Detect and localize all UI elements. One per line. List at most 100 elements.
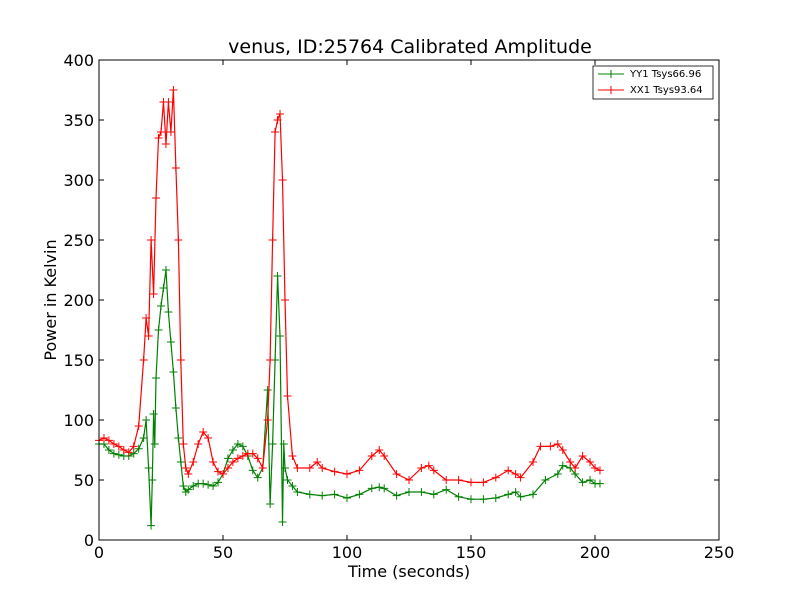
- data-point: [157, 128, 165, 136]
- data-point: [278, 176, 287, 184]
- data-point: [152, 374, 161, 382]
- data-point: [233, 440, 242, 448]
- data-point: [104, 446, 113, 454]
- plot-area: [95, 86, 604, 530]
- data-point: [104, 436, 113, 445]
- data-point: [586, 476, 595, 484]
- data-point: [176, 356, 185, 364]
- data-point: [149, 410, 158, 418]
- data-point: [271, 128, 280, 136]
- data-point: [283, 476, 292, 484]
- data-point: [511, 488, 520, 496]
- data-point: [109, 449, 118, 458]
- data-point: [375, 446, 384, 454]
- data-point: [355, 466, 364, 475]
- data-point: [281, 464, 289, 472]
- data-point: [491, 494, 500, 502]
- data-point: [166, 128, 175, 136]
- series-1: [95, 86, 604, 487]
- data-point: [454, 476, 463, 484]
- data-point: [405, 476, 413, 484]
- data-point: [595, 466, 604, 475]
- data-point: [405, 488, 413, 496]
- data-point: [467, 495, 475, 504]
- y-tick-label: 50: [74, 471, 94, 490]
- data-point: [114, 442, 123, 451]
- x-tick-label: 100: [332, 543, 363, 562]
- data-point: [367, 484, 376, 493]
- data-point: [276, 110, 285, 118]
- data-point: [566, 458, 575, 466]
- data-point: [199, 479, 208, 488]
- data-point: [417, 464, 426, 472]
- axes: 0 50 100 150 200 250 0 50 100 150 200 250 300 350 400: [63, 51, 734, 562]
- data-point: [181, 464, 190, 472]
- data-point: [467, 478, 475, 487]
- legend-label-yy1: YY1 Tsys66.96: [629, 69, 701, 80]
- data-point: [134, 444, 143, 453]
- data-point: [541, 476, 550, 484]
- data-point: [228, 446, 237, 454]
- data-point: [380, 484, 389, 493]
- data-point: [266, 356, 275, 364]
- data-point: [179, 482, 188, 490]
- data-point: [479, 478, 488, 487]
- data-point: [268, 440, 277, 448]
- data-point: [491, 473, 500, 482]
- data-point: [313, 458, 322, 466]
- data-point: [546, 442, 555, 451]
- data-point: [148, 476, 157, 484]
- data-point: [305, 490, 314, 499]
- data-point: [258, 464, 267, 472]
- y-tick-label: 100: [63, 411, 94, 430]
- data-point: [516, 492, 525, 501]
- data-point: [238, 442, 247, 451]
- data-point: [139, 434, 148, 442]
- data-point: [442, 476, 451, 484]
- x-tick-label: 50: [213, 543, 233, 562]
- data-point: [392, 470, 401, 478]
- data-point: [134, 422, 143, 430]
- data-point: [147, 521, 156, 530]
- data-point: [380, 452, 389, 460]
- data-point: [129, 449, 138, 458]
- data-point: [529, 458, 537, 466]
- data-point: [268, 236, 277, 244]
- data-point: [392, 491, 401, 500]
- data-point: [429, 466, 438, 475]
- data-point: [305, 464, 314, 472]
- data-point: [558, 446, 567, 454]
- data-point: [504, 490, 513, 499]
- data-point: [124, 448, 133, 457]
- data-point: [164, 308, 173, 316]
- data-point: [164, 98, 173, 106]
- data-point: [511, 470, 520, 478]
- data-point: [553, 470, 562, 478]
- data-point: [174, 236, 183, 244]
- data-point: [184, 470, 193, 478]
- data-point: [417, 488, 426, 496]
- data-point: [279, 440, 288, 448]
- data-point: [171, 404, 180, 412]
- data-point: [343, 470, 351, 478]
- data-point: [142, 416, 151, 424]
- data-point: [355, 490, 364, 499]
- data-point: [529, 490, 537, 499]
- data-point: [179, 440, 188, 448]
- data-point: [318, 491, 327, 500]
- data-point: [293, 488, 302, 496]
- data-point: [147, 236, 156, 244]
- data-point: [150, 440, 159, 448]
- data-point: [442, 485, 451, 494]
- data-point: [343, 494, 351, 502]
- data-point: [248, 466, 257, 475]
- data-point: [166, 338, 175, 346]
- data-point: [169, 368, 178, 376]
- data-point: [161, 140, 170, 148]
- data-point: [154, 326, 163, 334]
- data-point: [161, 266, 170, 274]
- y-tick-label: 0: [84, 531, 94, 550]
- data-point: [318, 464, 327, 472]
